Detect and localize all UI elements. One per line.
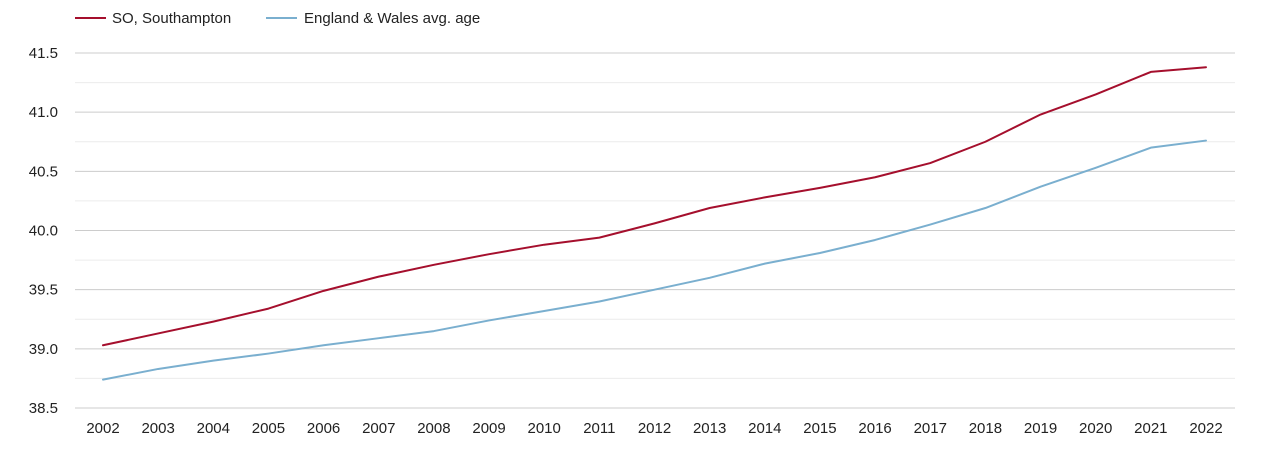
x-tick-label: 2018	[969, 420, 1002, 437]
x-tick-label: 2014	[748, 420, 781, 437]
series-line-1	[102, 139, 1207, 381]
y-tick-label: 40.0	[29, 223, 58, 240]
y-tick-label: 41.0	[29, 104, 58, 121]
x-tick-label: 2013	[693, 420, 726, 437]
x-tick-label: 2003	[141, 420, 174, 437]
x-tick-label: 2010	[528, 420, 561, 437]
legend-label: SO, Southampton	[112, 10, 231, 27]
x-tick-label: 2015	[803, 420, 836, 437]
x-tick-label: 2006	[307, 420, 340, 437]
x-tick-label: 2007	[362, 420, 395, 437]
x-tick-label: 2005	[252, 420, 285, 437]
y-tick-label: 39.0	[29, 341, 58, 358]
x-tick-label: 2020	[1079, 420, 1112, 437]
x-tick-label: 2022	[1189, 420, 1222, 437]
x-axis: 2002 2003 2004 2005 2006 2007 2008 2009 2010 2011…	[86, 420, 1222, 437]
y-tick-label: 40.5	[29, 163, 58, 180]
x-tick-label: 2009	[472, 420, 505, 437]
x-tick-label: 2008	[417, 420, 450, 437]
x-tick-label: 2019	[1024, 420, 1057, 437]
x-tick-label: 2011	[583, 420, 615, 437]
y-tick-label: 39.5	[29, 282, 58, 299]
x-tick-label: 2002	[86, 420, 119, 437]
legend-label: England & Wales avg. age	[304, 10, 480, 27]
series-lines	[102, 66, 1207, 381]
series-line-0	[102, 66, 1207, 347]
legend: SO, Southampton England & Wales avg. age	[75, 10, 480, 27]
x-tick-label: 2012	[638, 420, 671, 437]
x-tick-label: 2021	[1134, 420, 1167, 437]
y-tick-label: 41.5	[29, 45, 58, 62]
x-tick-label: 2016	[858, 420, 891, 437]
y-tick-label: 38.5	[29, 400, 58, 417]
y-axis: 38.5 39.0 39.5 40.0 40.5 41.0 41.5	[29, 45, 58, 417]
x-tick-label: 2004	[197, 420, 230, 437]
x-tick-label: 2017	[914, 420, 947, 437]
